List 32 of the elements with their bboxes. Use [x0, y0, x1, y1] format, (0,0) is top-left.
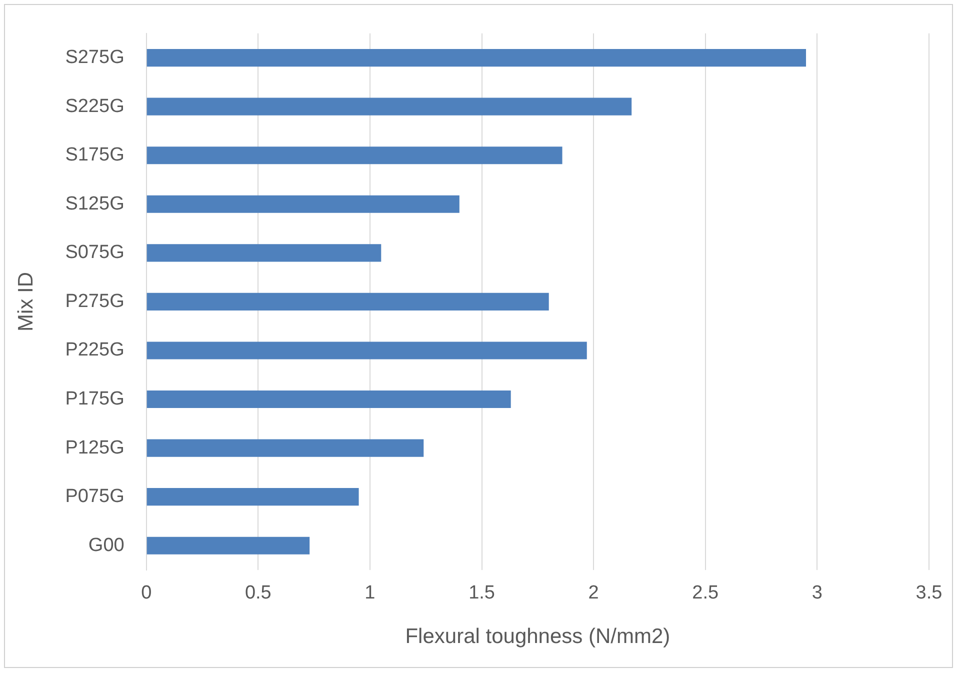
bar	[146, 146, 562, 164]
y-tick-label: S225G	[65, 96, 124, 117]
y-tick-label: G00	[88, 534, 124, 556]
bar	[146, 488, 359, 506]
bar	[146, 439, 424, 457]
bar	[146, 244, 382, 262]
bar	[146, 49, 806, 67]
x-tick-label: 1	[364, 582, 376, 604]
y-tick-label: S175G	[65, 144, 124, 166]
x-axis-title: Flexural toughness (N/mm2)	[405, 625, 670, 648]
y-tick-label: P125G	[65, 437, 124, 458]
bar	[146, 390, 511, 408]
bar	[146, 292, 549, 310]
y-tick-label: S125G	[65, 193, 124, 214]
bar	[146, 342, 587, 360]
y-tick-label: S275G	[65, 47, 124, 68]
y-tick-label: P075G	[65, 486, 124, 508]
bar	[146, 536, 310, 554]
y-axis-title: Mix ID	[14, 272, 38, 332]
y-tick-label: P225G	[65, 340, 124, 361]
x-tick-label: 3	[812, 582, 822, 604]
y-tick-label: P275G	[65, 290, 124, 312]
x-tick-label: 0	[141, 582, 152, 604]
x-tick-label: 0.5	[244, 582, 272, 604]
x-tick-label: 3.5	[916, 582, 942, 604]
bar	[146, 98, 632, 116]
y-tick-label: S075G	[65, 242, 124, 264]
y-tick-label: P175G	[65, 388, 124, 410]
x-tick-label: 1.5	[468, 582, 495, 604]
x-tick-label: 2	[588, 582, 599, 604]
bar	[146, 195, 460, 213]
x-tick-label: 2.5	[692, 582, 719, 604]
